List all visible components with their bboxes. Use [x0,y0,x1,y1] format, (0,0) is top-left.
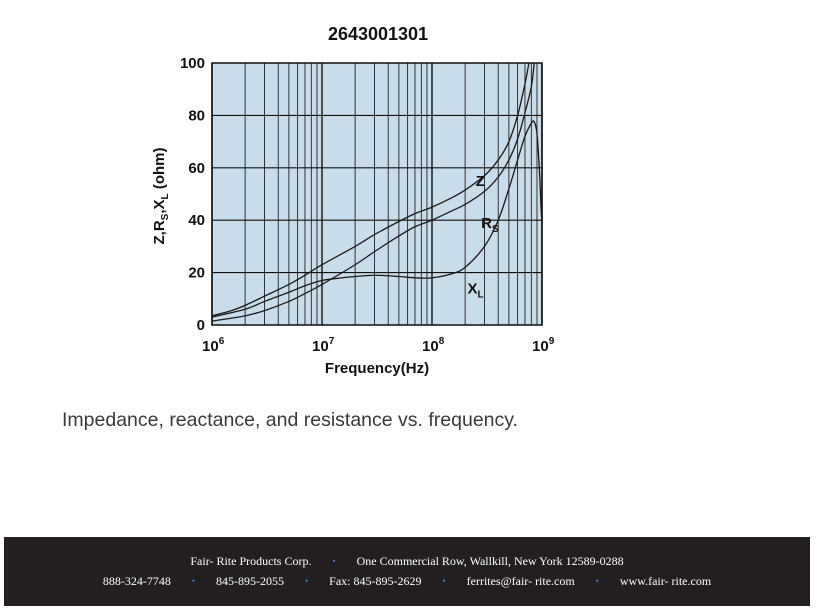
y-tick-label: 0 [197,317,205,334]
phone-2: 845-895-2055 [215,574,284,588]
bullet-icon: • [191,576,195,586]
plot-frame [211,62,543,326]
footer-row-contact: 888-324-7748 • 845-895-2055 • Fax: 845-8… [4,574,810,589]
fax-number: Fax: 845-895-2629 [329,574,422,588]
footer: Fair- Rite Products Corp. • One Commerci… [4,537,810,606]
x-tick-label: 106 [202,336,225,355]
y-tick-label: 80 [188,107,205,124]
series-labels: Z RS XL [467,173,499,300]
x-tick-label: 108 [422,336,445,355]
series-label-rs: RS [481,215,499,235]
y-tick-label: 20 [188,265,205,282]
y-tick-labels: 0 20 40 60 80 100 [180,55,205,334]
plot-area [212,63,542,325]
series-line-z [212,63,530,317]
chart-title: 2643001301 [328,24,428,44]
x-axis-label: Frequency(Hz) [325,360,429,377]
series-label-z: Z [476,173,485,190]
series-line-rs [212,63,535,322]
y-tick-label: 100 [180,55,205,72]
chart-caption: Impedance, reactance, and resistance vs.… [62,409,518,431]
x-tick-label: 107 [312,336,335,355]
x-tick-labels: 106 107 108 109 [202,336,555,355]
series-line-xl [212,120,542,318]
x-tick-label: 109 [532,336,555,355]
footer-row-address: Fair- Rite Products Corp. • One Commerci… [4,554,810,569]
company-name: Fair- Rite Products Corp. [190,554,312,568]
company-address: One Commercial Row, Wallkill, New York 1… [356,554,624,568]
y-axis-label: Z,RS,XL (ohm) [151,148,171,245]
y-tick-label: 60 [188,160,205,177]
email-link[interactable]: ferrites@fair- rite.com [466,574,575,588]
phone-1: 888-324-7748 [102,574,171,588]
bullet-icon: • [595,576,599,586]
series-lines [212,63,542,322]
bullet-icon: • [442,576,446,586]
series-label-xl: XL [467,281,483,301]
bullet-icon: • [304,576,309,586]
y-tick-label: 40 [188,212,205,229]
bullet-icon: • [332,556,336,566]
website-link[interactable]: www.fair- rite.com [619,574,712,588]
